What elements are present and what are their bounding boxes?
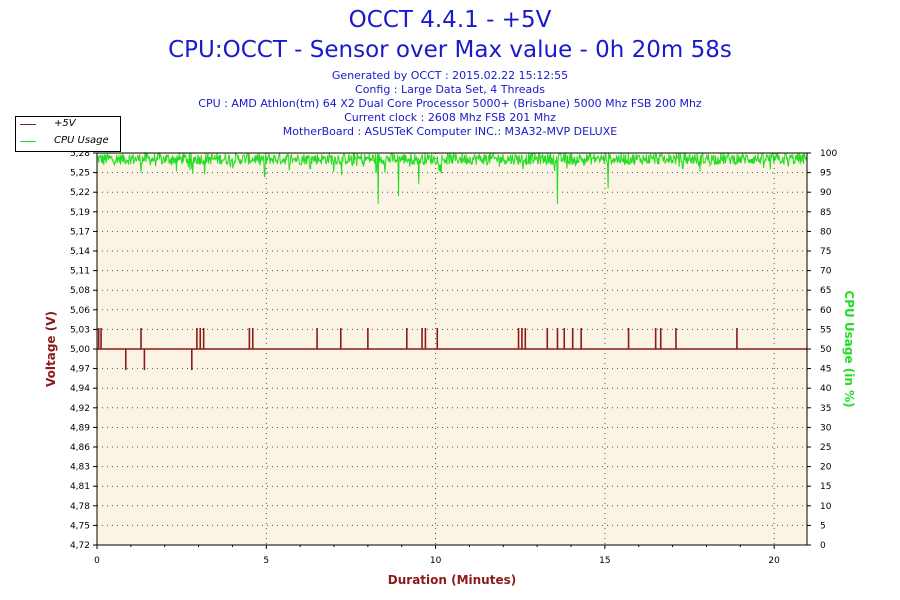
y-left-tick-label: 5,08: [70, 286, 90, 296]
y-left-tick-label: 5,11: [70, 267, 90, 277]
y-left-tick-label: 5,19: [70, 208, 90, 218]
y-right-tick-label: 35: [820, 404, 831, 414]
y-left-tick-label: 5,17: [70, 227, 90, 237]
y-left-tick-label: 4,97: [70, 365, 90, 375]
y-right-tick-label: 5: [820, 521, 826, 531]
legend-label-voltage: +5V: [54, 118, 76, 129]
y-left-tick-label: 5,03: [70, 325, 90, 335]
y-left-tick-label: 5,06: [70, 306, 90, 316]
y-right-tick-label: 60: [820, 306, 832, 316]
y-left-tick-label: 5,14: [70, 247, 90, 257]
legend-item-voltage: +5V: [16, 117, 120, 133]
legend-swatch-cpu-usage: [20, 141, 36, 142]
series-line-cpu-usage: [96, 151, 808, 205]
y-right-axis-label: CPU Usage (in %): [842, 290, 856, 407]
chart-subtitle: CPU:OCCT - Sensor over Max value - 0h 20…: [168, 37, 732, 63]
y-left-tick-label: 5,22: [70, 188, 90, 198]
y-right-tick-label: 80: [820, 227, 832, 237]
y-left-axis-label: Voltage (V): [44, 311, 58, 387]
y-left-tick-label: 4,94: [70, 384, 90, 394]
y-left-tick-label: 4,89: [70, 423, 90, 433]
x-tick-label: 0: [94, 556, 100, 566]
x-tick-label: 10: [430, 556, 442, 566]
y-left-tick-label: 4,75: [70, 521, 90, 531]
y-right-tick-label: 100: [820, 149, 837, 159]
y-right-tick-label: 10: [820, 502, 832, 512]
y-right-tick-label: 50: [820, 345, 832, 355]
config-info: Config : Large Data Set, 4 Threads: [355, 83, 545, 96]
x-axis-label: Duration (Minutes): [388, 573, 516, 587]
legend-swatch-voltage: [20, 124, 36, 125]
plot-border: [96, 152, 808, 546]
legend: +5V CPU Usage: [15, 116, 121, 152]
y-left-tick-label: 4,72: [70, 541, 90, 551]
y-right-tick-label: 85: [820, 208, 831, 218]
y-left-tick-label: 4,92: [70, 404, 90, 414]
y-right-tick-label: 25: [820, 443, 831, 453]
y-left-tick-label: 5,28: [70, 149, 90, 159]
y-left-tick-label: 4,78: [70, 502, 90, 512]
y-right-tick-label: 15: [820, 482, 831, 492]
y-left-tick-label: 4,83: [70, 463, 90, 473]
y-right-tick-label: 0: [820, 541, 826, 551]
cpu-info: CPU : AMD Athlon(tm) 64 X2 Dual Core Pro…: [198, 97, 702, 110]
y-left-tick-label: 5,25: [70, 169, 90, 179]
x-tick-label: 15: [599, 556, 610, 566]
y-left-tick-label: 4,86: [70, 443, 90, 453]
y-right-tick-label: 40: [820, 384, 832, 394]
legend-label-cpu-usage: CPU Usage: [54, 135, 109, 146]
y-left-tick-label: 5,00: [70, 345, 90, 355]
y-right-tick-label: 90: [820, 188, 832, 198]
legend-item-cpu-usage: CPU Usage: [16, 134, 120, 150]
y-right-tick-label: 95: [820, 169, 831, 179]
y-right-tick-label: 45: [820, 365, 831, 375]
y-right-tick-label: 70: [820, 267, 832, 277]
y-right-tick-label: 55: [820, 325, 831, 335]
x-tick-label: 20: [768, 556, 780, 566]
y-right-tick-label: 75: [820, 247, 831, 257]
generated-info: Generated by OCCT : 2015.02.22 15:12:55: [331, 69, 569, 82]
motherboard-info: MotherBoard : ASUSTeK Computer INC.: M3A…: [282, 125, 618, 138]
y-right-tick-label: 20: [820, 463, 832, 473]
chart-title: OCCT 4.4.1 - +5V: [348, 7, 552, 33]
y-left-tick-label: 4,81: [70, 482, 90, 492]
y-right-tick-label: 30: [820, 423, 832, 433]
x-tick-label: 5: [263, 556, 269, 566]
y-right-tick-label: 65: [820, 286, 831, 296]
clock-info: Current clock : 2608 Mhz FSB 201 Mhz: [344, 111, 556, 124]
